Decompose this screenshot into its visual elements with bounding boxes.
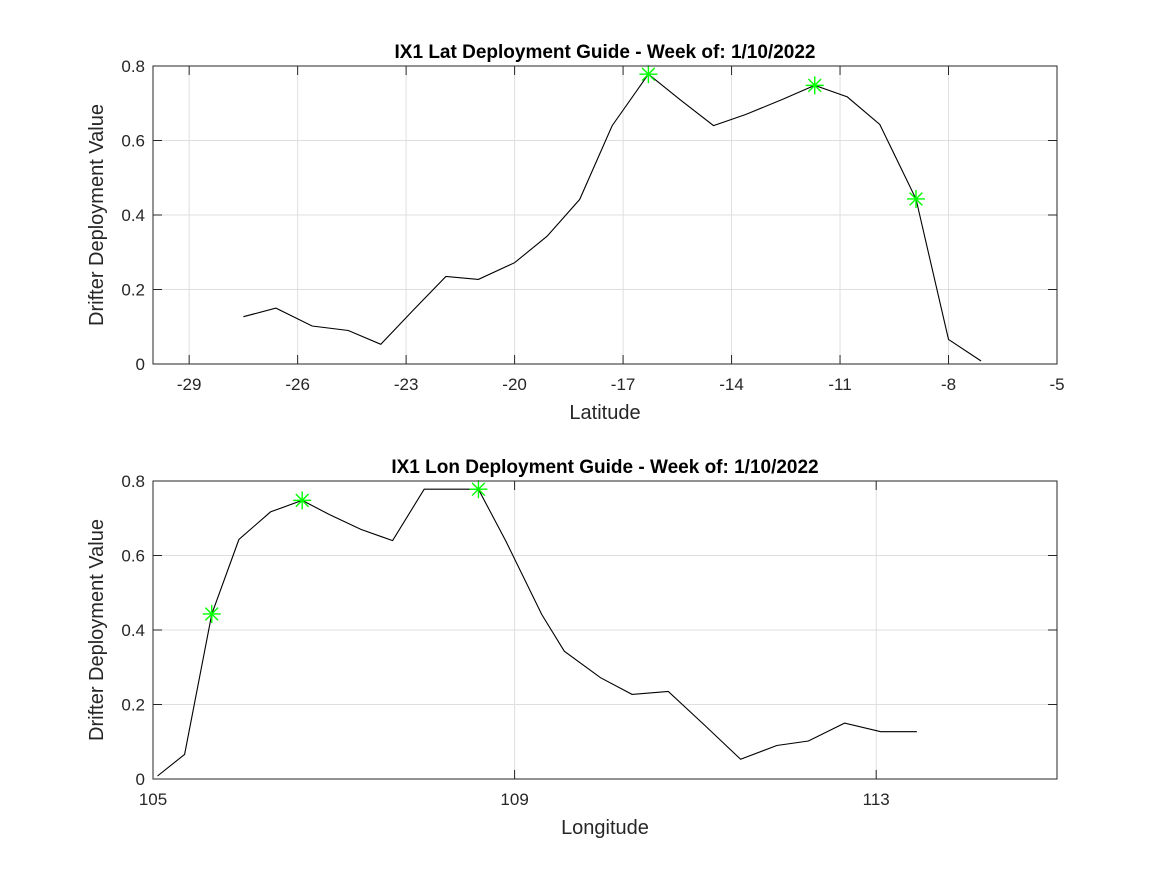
latitude-plot: -29 -26 -23 -20 -17 -14 -11 -8 -5 00.20.40.60.8 …	[86, 42, 1065, 424]
lon-chart-title: IX1 Lon Deployment Guide - Week of: 1/10…	[391, 457, 818, 478]
lon-peak-marker	[469, 480, 488, 499]
lon-markers	[202, 480, 488, 623]
lon-y-tick-label: 0.6	[121, 547, 145, 566]
lat-grid	[153, 66, 1057, 364]
lon-peak-marker	[202, 604, 221, 623]
lat-x-tick-label: -23	[394, 375, 419, 394]
lat-peak-marker	[906, 189, 925, 208]
lon-y-tick-label: 0.8	[121, 472, 145, 491]
lon-peak-marker	[293, 491, 312, 510]
lat-y-tick-label: 0.2	[121, 281, 145, 300]
lat-x-tick-label: -29	[177, 375, 202, 394]
lat-ticks	[153, 65, 1058, 365]
lat-x-axis-label: Latitude	[569, 402, 640, 424]
lon-grid	[153, 481, 1057, 779]
lat-chart-title: IX1 Lat Deployment Guide - Week of: 1/10…	[395, 42, 816, 63]
lon-x-axis-label: Longitude	[561, 817, 649, 839]
lon-y-tick-label: 0.4	[121, 621, 145, 640]
lat-x-tick-label: -14	[719, 375, 744, 394]
lat-x-tick-label: -5	[1049, 375, 1064, 394]
lat-y-axis-label: Drifter Deployment Value	[86, 104, 108, 326]
lat-peak-marker	[805, 76, 824, 95]
lat-markers	[639, 65, 925, 208]
lon-x-tick-label: 105	[139, 790, 167, 809]
lon-x-tick-label: 113	[863, 790, 890, 809]
longitude-plot: 105 109 113 0 0.2 0.4 0.6 0.8 IX1 Lon Deployme…	[86, 457, 1058, 839]
lon-y-tick-label: 0.2	[121, 696, 145, 715]
lat-y-tick-label: 0	[136, 355, 145, 374]
lon-x-tick-labels: 105 109 113	[139, 790, 890, 809]
lat-x-tick-label: -8	[941, 375, 956, 394]
lat-y-tick-label: 0.6	[121, 132, 145, 151]
lon-series-line	[157, 488, 917, 777]
lon-x-tick-label: 109	[500, 790, 528, 809]
lat-series-line	[243, 73, 982, 362]
lat-series	[243, 73, 982, 362]
lat-x-tick-label: -11	[828, 375, 851, 394]
lat-x-tick-labels: -29 -26 -23 -20 -17 -14 -11 -8 -5	[177, 375, 1065, 394]
lat-y-tick-label: 0.8	[121, 57, 145, 76]
lat-x-tick-label: -20	[502, 375, 527, 394]
lat-x-tick-label: -26	[285, 375, 310, 394]
lon-series	[157, 488, 917, 777]
lon-ticks	[152, 480, 1057, 780]
lon-y-axis-label: Drifter Deployment Value	[86, 519, 108, 741]
lon-y-tick-labels: 0 0.2 0.4 0.6 0.8	[121, 472, 145, 789]
lat-x-tick-label: -17	[611, 375, 636, 394]
lat-y-tick-label: 0.4	[121, 206, 145, 225]
lat-y-tick-labels: 0 0.2 0.4 0.6 0.8	[121, 57, 145, 374]
lat-peak-marker	[639, 65, 658, 84]
lon-y-tick-label: 0	[136, 770, 145, 789]
